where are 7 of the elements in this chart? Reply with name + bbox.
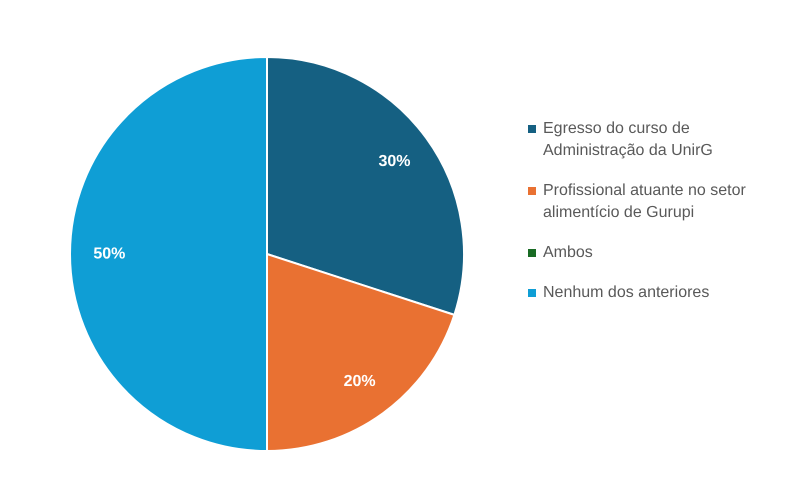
data-label: 50% [93,245,126,262]
data-label: 30% [378,152,411,170]
legend-label: Nenhum dos anteriores [543,284,710,301]
legend-label: Profissional atuante no setor alimentício de Gurupi [543,182,746,221]
legend-label: Egresso do curso de Administração da UnirG [543,120,713,159]
data-label: 20% [344,372,376,390]
legend-label: Ambos [543,244,593,261]
